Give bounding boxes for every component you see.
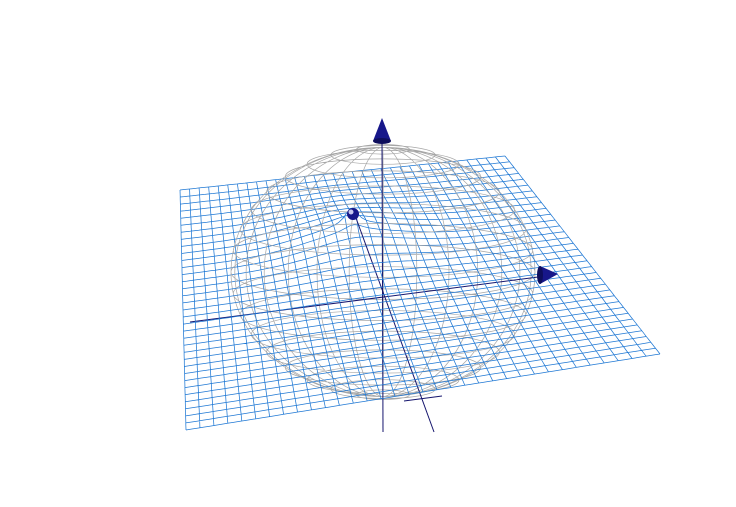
z-axis-arrow-icon[interactable]	[373, 118, 391, 144]
x-axis-arrow-icon[interactable]	[537, 266, 558, 284]
y-axis-tick	[403, 395, 443, 402]
point-handle-icon[interactable]	[347, 208, 359, 220]
surface-grid-front	[182, 237, 661, 431]
y-axis	[355, 217, 435, 433]
z-axis	[381, 137, 384, 433]
surface-mesh-front	[182, 237, 661, 431]
